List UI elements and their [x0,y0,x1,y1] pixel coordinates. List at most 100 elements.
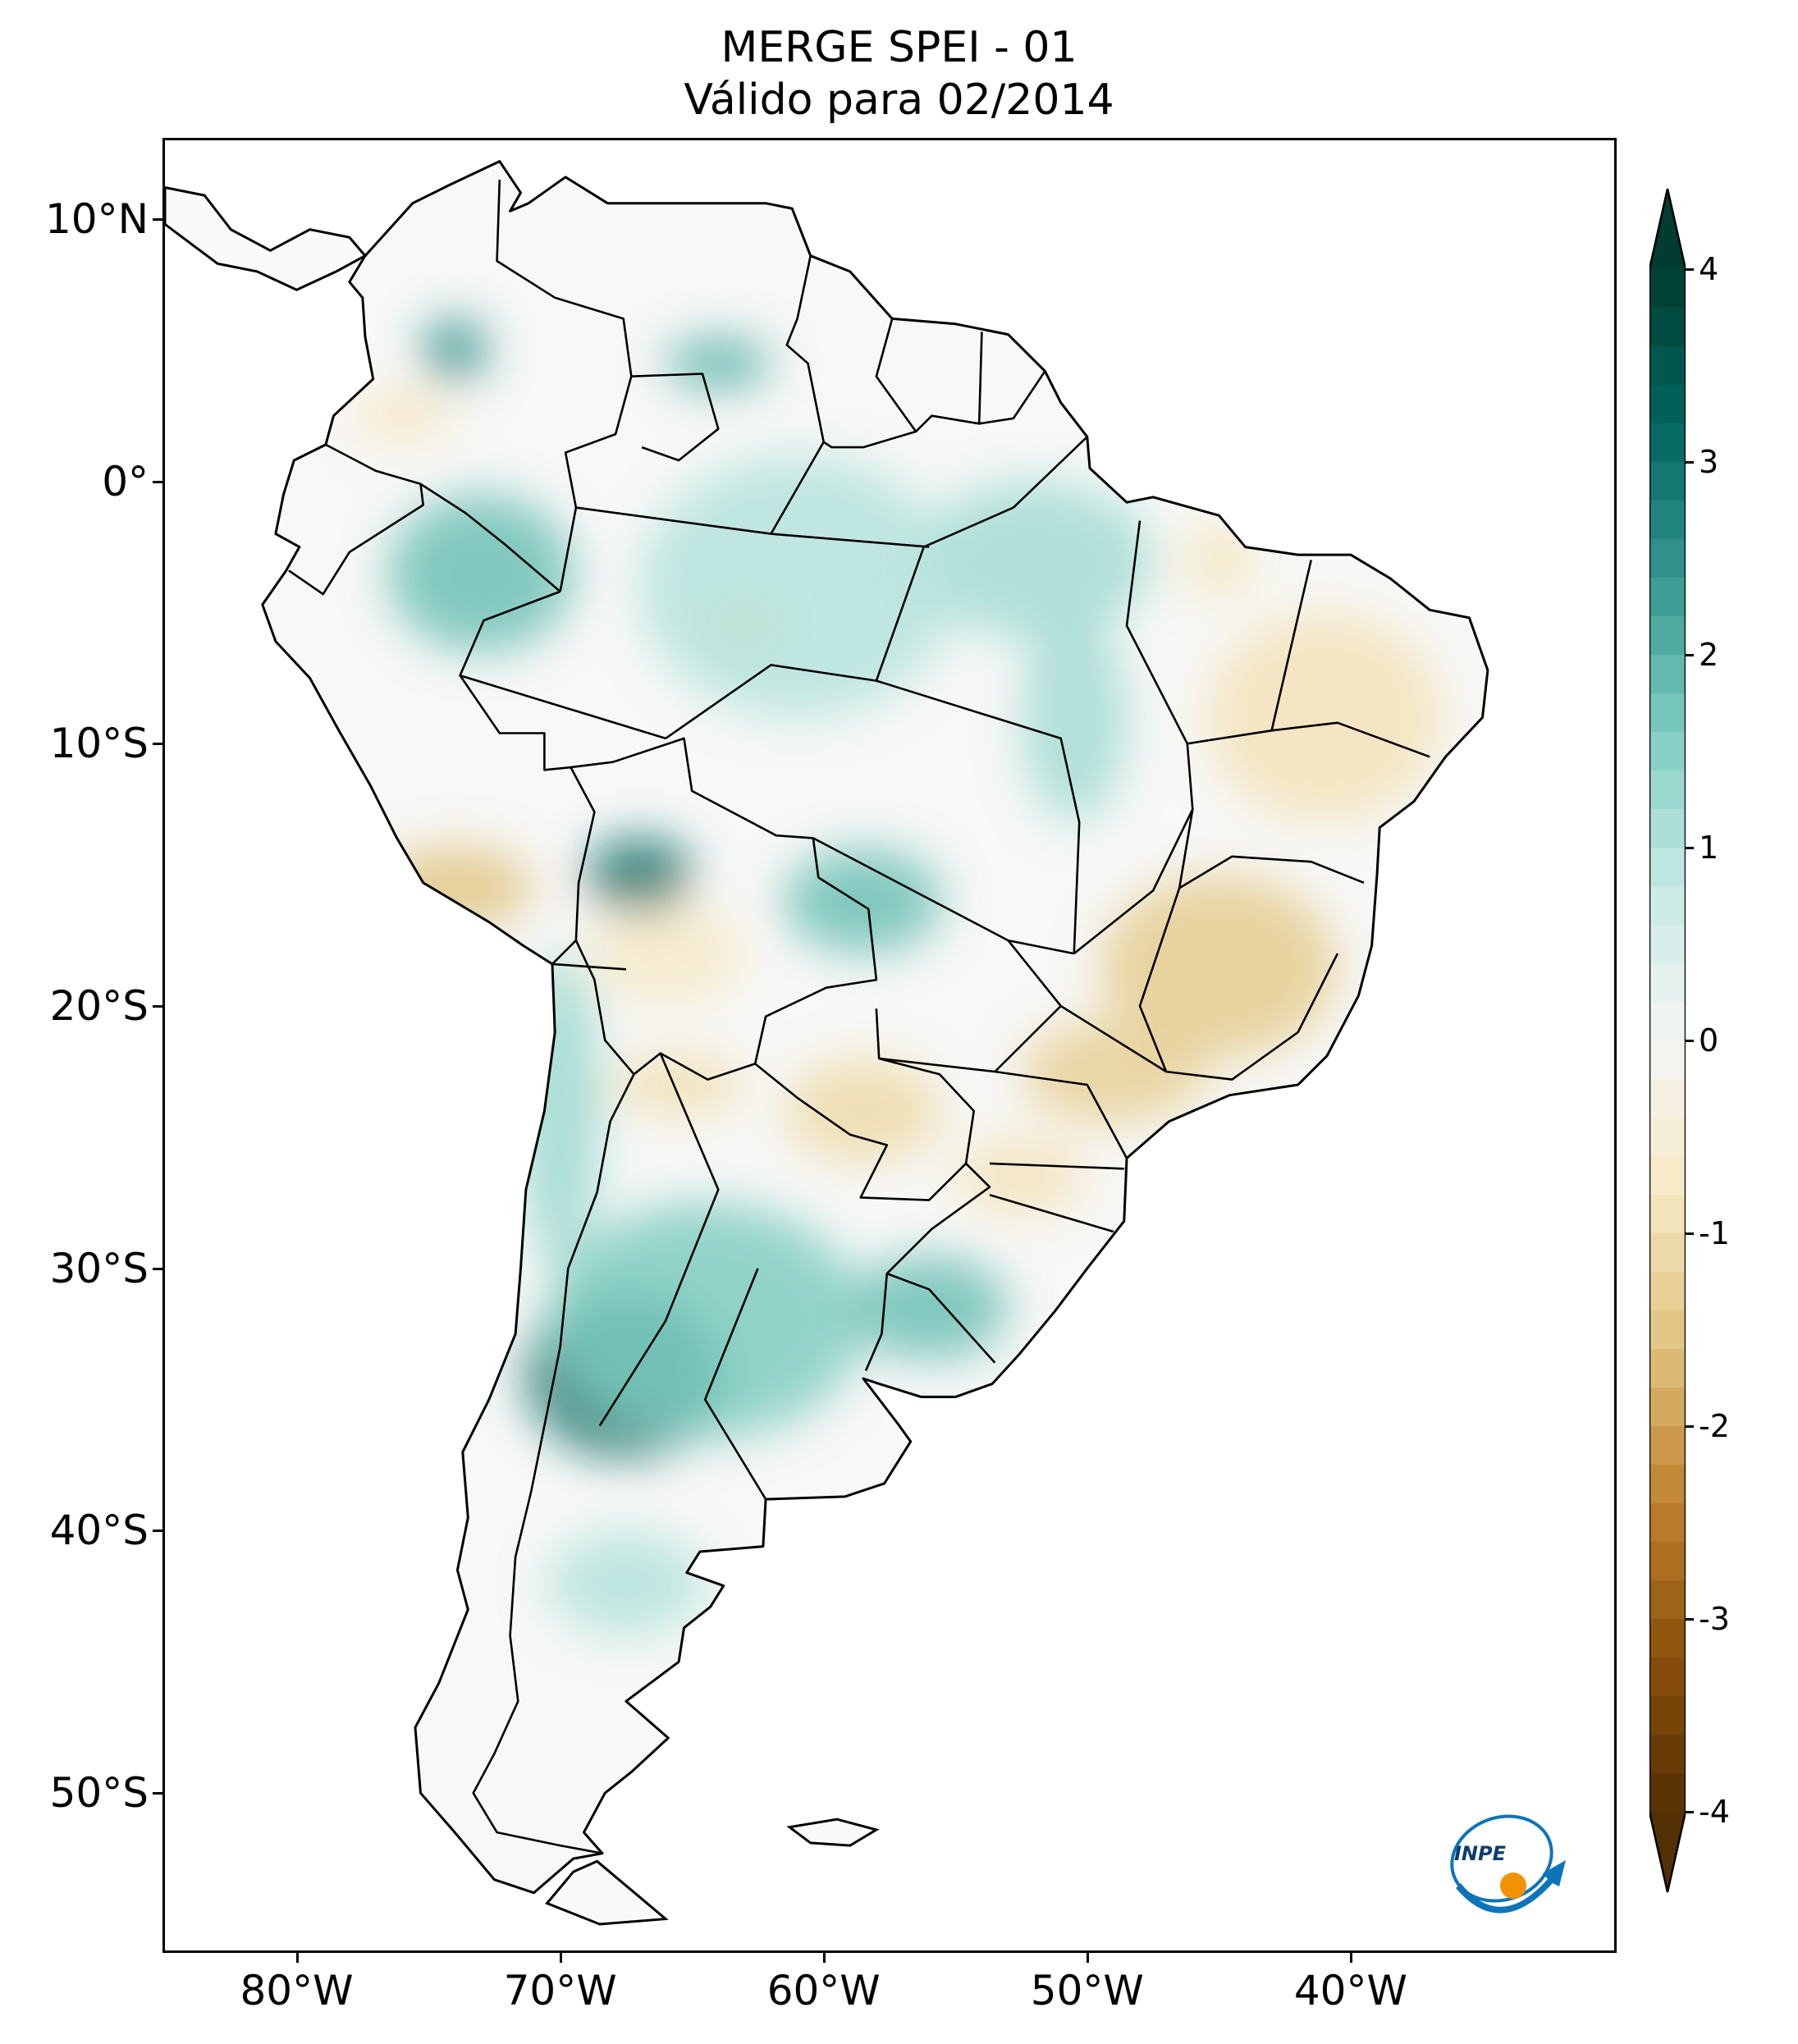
border-line [472,1073,635,1854]
coastline [261,160,1489,1895]
lat-tick-label: 20°S [49,982,149,1031]
border-line [598,1053,720,1427]
border-line [875,318,917,432]
border-line [460,674,666,740]
lat-tick-label: 40°S [49,1507,149,1555]
colorbar-band [1649,1696,1686,1735]
colorbar-band [1649,1426,1686,1466]
island [786,1818,880,1847]
wet-anomaly [547,1202,863,1439]
colorbar-tick-label: -2 [1699,1408,1730,1444]
colorbar-band [1649,809,1686,848]
lon-tick [559,1953,562,1963]
map-title: MERGE SPEI - 01 [721,23,1077,72]
map-panel[interactable] [162,138,1617,1953]
border-line [989,1162,1124,1170]
border-line [995,1070,1128,1159]
border-line [419,482,561,592]
lon-tick-label: 40°W [1293,1967,1407,2014]
lat-tick-label: 0° [102,457,149,505]
colorbar-tick-label: 0 [1699,1022,1719,1059]
colorbar-band [1649,963,1686,1003]
dry-anomaly [349,389,455,442]
lat-tick [153,1530,162,1533]
colorbar-band [1649,1735,1686,1774]
border-line [770,441,825,535]
colorbar-band [1649,1118,1686,1157]
political-borders [288,179,1430,1854]
wet-anomaly [916,481,1154,639]
lon-tick [295,1953,299,1963]
lat-tick-label: 10°S [49,720,149,768]
lat-tick-label: 50°S [49,1769,149,1818]
wet-anomaly [423,318,487,382]
south-america-map [165,140,1614,1950]
colorbar-tick-label: 1 [1699,830,1719,866]
colorbar-tick [1686,1040,1694,1042]
border-line [754,1008,976,1201]
colorbar-band [1649,346,1686,386]
border-line [875,436,1088,682]
colorbar-band [1649,925,1686,964]
colorbar-tick-label: 3 [1699,444,1719,480]
colorbar-band [1649,1658,1686,1697]
colorbar-band [1649,1465,1686,1504]
colorbar-band [1649,1079,1686,1118]
colorbar-band [1649,1195,1686,1234]
colorbar-tick [1686,1811,1694,1813]
lat-tick [153,743,162,746]
dry-anomaly [1206,612,1443,823]
colorbar-band [1649,462,1686,501]
border-line [879,940,1062,1073]
border-line [1138,887,1339,1081]
border-line [864,1162,991,1371]
lon-tick-label: 80°W [240,1967,354,2014]
lat-tick [153,1005,162,1008]
lat-tick [153,217,162,221]
border-line [1178,809,1365,889]
colorbar-band [1649,501,1686,540]
colorbar-tick [1686,1618,1694,1621]
colorbar-band [1649,616,1686,656]
wet-anomaly [1021,612,1127,823]
dry-anomaly [1100,875,1338,1059]
colorbar-tick [1686,847,1694,849]
colorbar-band [1649,1773,1686,1813]
colorbar [1649,188,1686,1893]
colorbar-extend-max [1649,189,1686,269]
colorbar-band [1649,693,1686,733]
border-line [288,443,425,596]
dry-anomaly [612,1053,745,1117]
lon-tick [822,1953,826,1963]
lat-tick-label: 10°N [44,194,149,243]
colorbar-band [1649,771,1686,810]
colorbar-tick [1686,1232,1694,1235]
colorbar-outline [1649,188,1686,1893]
colorbar-band [1649,1310,1686,1350]
colorbar-band [1649,1388,1686,1427]
dry-anomaly [955,1136,1087,1216]
colorbar-band [1649,578,1686,617]
lon-tick-label: 60°W [766,1967,881,2014]
lat-tick [153,1267,162,1270]
colorbar-band [1649,423,1686,463]
colorbar-tick-label: 2 [1699,637,1719,673]
colorbar-band [1649,269,1686,309]
colorbar-band [1649,1002,1686,1041]
colorbar-band [1649,1580,1686,1620]
colorbar-tick-label: -3 [1699,1601,1730,1637]
dry-anomaly [586,901,745,1007]
colorbar-extend-min [1649,1812,1686,1892]
border-line [665,664,877,739]
border-line [703,1268,767,1500]
colorbar-tick [1686,461,1694,464]
lon-tick-label: 50°W [1030,1967,1144,2014]
lon-tick-label: 70°W [503,1967,617,2014]
wet-anomaly [388,494,574,652]
lon-tick [1349,1953,1352,1963]
border-line [551,963,626,971]
border-line [989,1193,1114,1233]
colorbar-band [1649,732,1686,771]
border-line [631,373,720,462]
border-line [1271,721,1430,758]
